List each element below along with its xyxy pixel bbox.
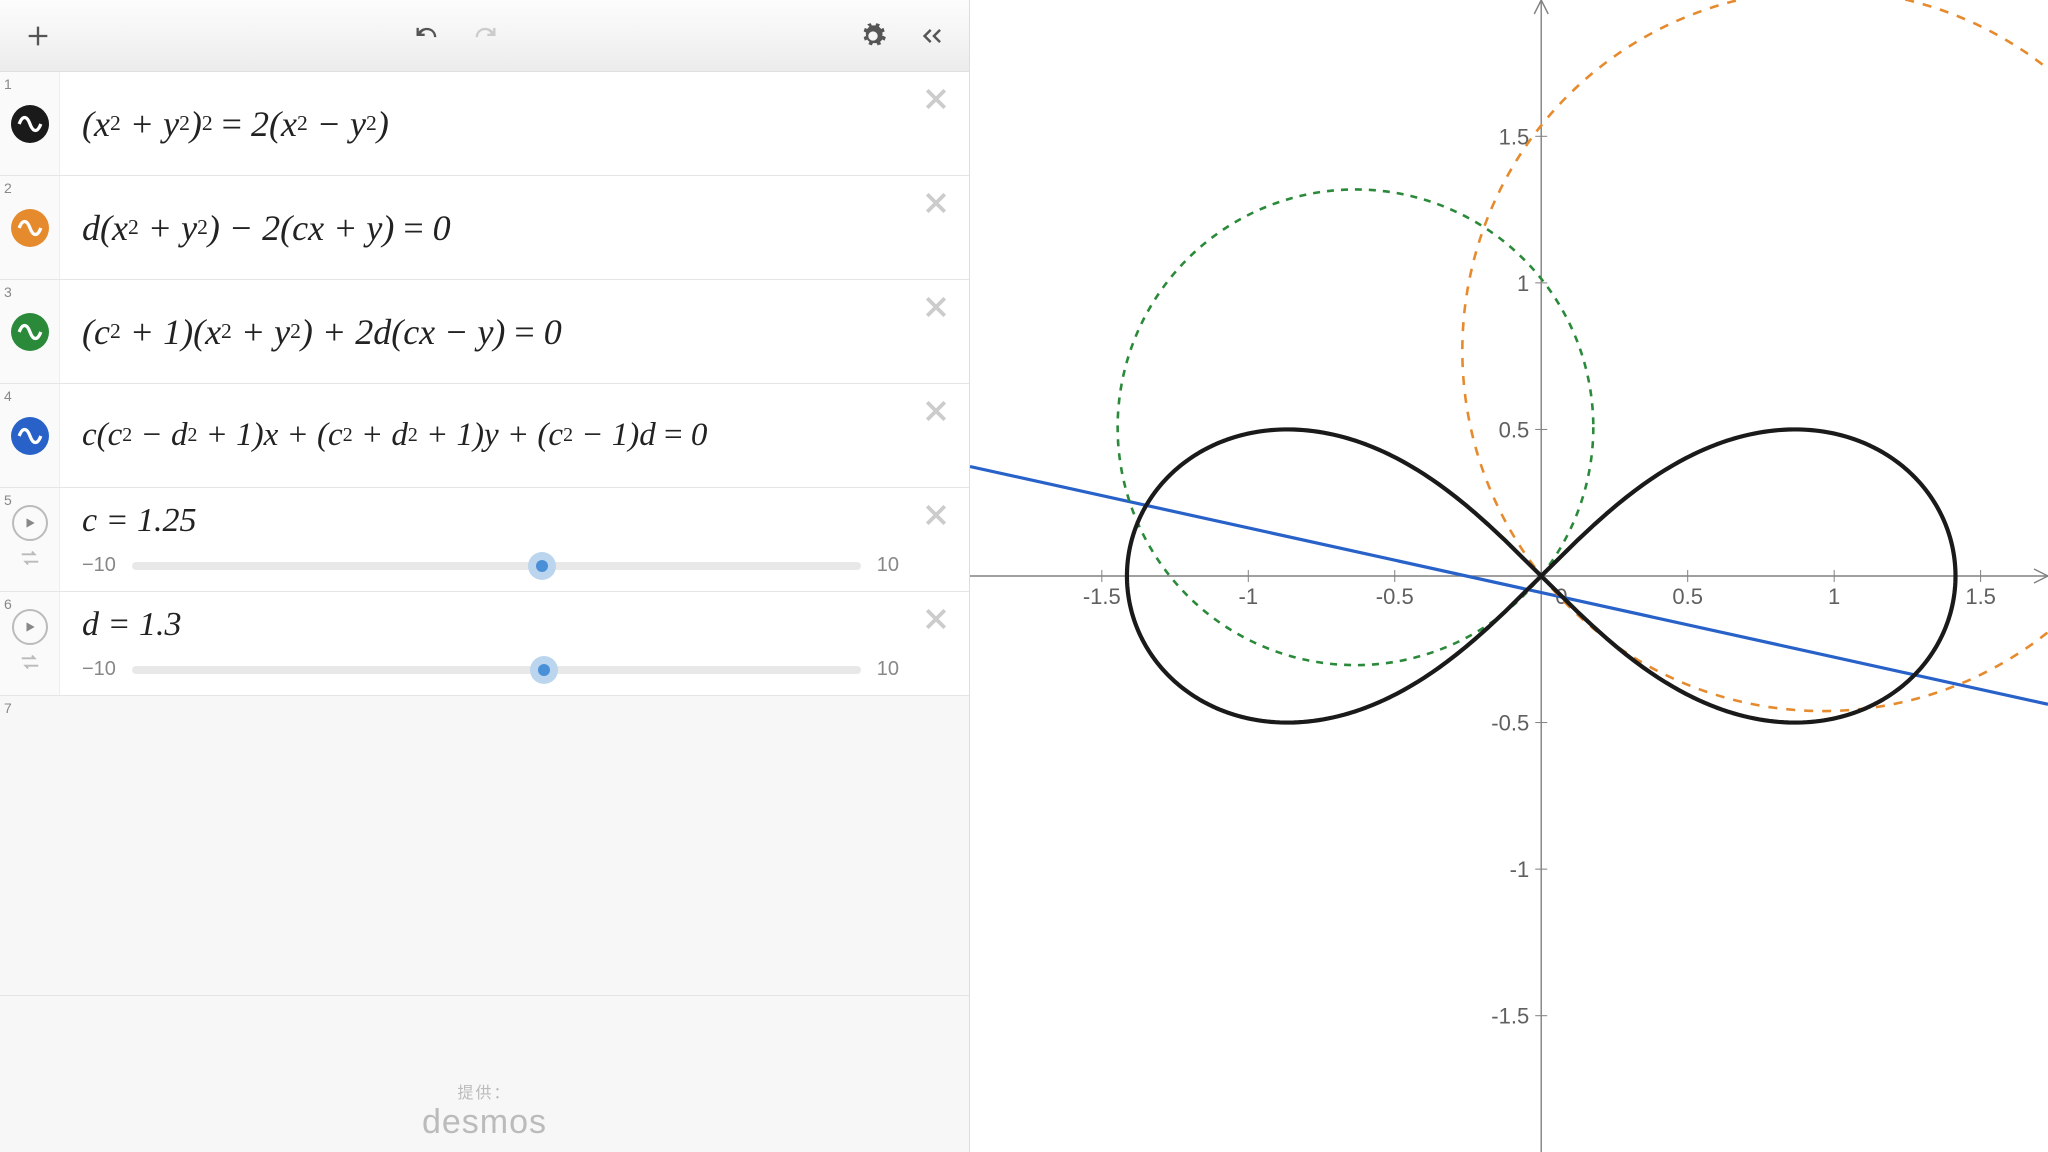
curve-color-token[interactable] (11, 417, 49, 455)
loop-icon (19, 547, 41, 569)
collapse-panel-button[interactable] (911, 16, 951, 56)
svg-text:-0.5: -0.5 (1491, 711, 1529, 736)
row-index: 4 (4, 388, 12, 404)
plus-icon (24, 22, 52, 50)
expression-row[interactable]: 4 c(c2 − d2 + 1)x + (c2 + d2 + 1)y + (c2… (0, 384, 969, 488)
wave-icon (17, 111, 43, 137)
row-index: 6 (4, 596, 12, 612)
close-icon (921, 188, 951, 218)
slider-value-label[interactable]: d = 1.3 (82, 606, 899, 644)
wave-icon (17, 215, 43, 241)
empty-expression-row[interactable]: 7 (0, 696, 969, 996)
slider-thumb[interactable] (528, 552, 556, 580)
slider-track[interactable] (132, 666, 861, 674)
slider-max-label[interactable]: 10 (877, 554, 899, 577)
slider-value-label[interactable]: c = 1.25 (82, 502, 899, 540)
svg-text:1.5: 1.5 (1499, 124, 1530, 149)
delete-row-button[interactable] (921, 292, 951, 327)
footer-provider-text: 提供： (0, 1079, 969, 1103)
expression-row[interactable]: 2 d(x2 + y2) − 2(cx + y) = 0 (0, 176, 969, 280)
row-index: 2 (4, 180, 12, 196)
panel-footer: 提供： desmos (0, 1079, 969, 1142)
undo-button[interactable] (407, 16, 447, 56)
graph-svg: -1.5-1-0.50.511.5-1.5-1-0.50.511.520 (970, 0, 2048, 1152)
slider-mode-button[interactable] (19, 651, 41, 678)
delete-row-button[interactable] (921, 604, 951, 639)
settings-button[interactable] (853, 16, 893, 56)
curve-color-token[interactable] (11, 209, 49, 247)
expression-row[interactable]: 1 (x2 + y2)2 = 2(x2 − y2) (0, 72, 969, 176)
row-index: 3 (4, 284, 12, 300)
svg-text:1.5: 1.5 (1965, 584, 1996, 609)
desmos-logo: desmos (0, 1103, 969, 1142)
row-gutter (0, 696, 60, 995)
curve-color-token[interactable] (11, 313, 49, 351)
slider-body: d = 1.3 −10 10 (60, 592, 969, 695)
svg-text:1: 1 (1517, 271, 1529, 296)
delete-row-button[interactable] (921, 188, 951, 223)
play-icon (23, 516, 37, 530)
svg-text:-0.5: -0.5 (1376, 584, 1414, 609)
play-icon (23, 620, 37, 634)
svg-text:0.5: 0.5 (1672, 584, 1703, 609)
svg-text:-1: -1 (1239, 584, 1259, 609)
redo-button[interactable] (465, 16, 505, 56)
slider-track[interactable] (132, 562, 861, 570)
close-icon (921, 604, 951, 634)
gear-icon (859, 22, 887, 50)
svg-text:2: 2 (1517, 0, 1529, 3)
expression-content[interactable]: c(c2 − d2 + 1)x + (c2 + d2 + 1)y + (c2 −… (60, 384, 969, 487)
expression-content[interactable]: (x2 + y2)2 = 2(x2 − y2) (60, 72, 969, 175)
slider-min-label[interactable]: −10 (82, 658, 116, 681)
loop-icon (19, 651, 41, 673)
slider-mode-button[interactable] (19, 547, 41, 574)
redo-icon (471, 22, 499, 50)
expression-content[interactable]: (c2 + 1)(x2 + y2) + 2d(cx − y) = 0 (60, 280, 969, 383)
panel-toolbar (0, 0, 969, 72)
delete-row-button[interactable] (921, 84, 951, 119)
row-index: 5 (4, 492, 12, 508)
expression-row[interactable]: 3 (c2 + 1)(x2 + y2) + 2d(cx − y) = 0 (0, 280, 969, 384)
slider-row[interactable]: 5 c = 1.25 −10 10 (0, 488, 969, 592)
delete-row-button[interactable] (921, 500, 951, 535)
wave-icon (17, 319, 43, 345)
play-slider-button[interactable] (12, 609, 48, 645)
chevron-double-left-icon (917, 22, 945, 50)
row-index: 7 (4, 700, 12, 716)
close-icon (921, 84, 951, 114)
close-icon (921, 292, 951, 322)
slider-max-label[interactable]: 10 (877, 658, 899, 681)
close-icon (921, 500, 951, 530)
expression-content[interactable]: d(x2 + y2) − 2(cx + y) = 0 (60, 176, 969, 279)
wave-icon (17, 423, 43, 449)
expression-list: 1 (x2 + y2)2 = 2(x2 − y2) 2 (0, 72, 969, 1152)
svg-text:-1.5: -1.5 (1491, 1004, 1529, 1029)
slider-thumb[interactable] (530, 656, 558, 684)
play-slider-button[interactable] (12, 505, 48, 541)
slider-control: −10 10 (82, 658, 899, 681)
add-expression-button[interactable] (18, 16, 58, 56)
curve-color-token[interactable] (11, 105, 49, 143)
svg-text:0.5: 0.5 (1499, 417, 1530, 442)
svg-text:-1: -1 (1510, 857, 1530, 882)
slider-control: −10 10 (82, 554, 899, 577)
app-root: 1 (x2 + y2)2 = 2(x2 − y2) 2 (0, 0, 2048, 1152)
graph-area[interactable]: -1.5-1-0.50.511.5-1.5-1-0.50.511.520 (970, 0, 2048, 1152)
slider-body: c = 1.25 −10 10 (60, 488, 969, 591)
svg-text:-1.5: -1.5 (1083, 584, 1121, 609)
slider-min-label[interactable]: −10 (82, 554, 116, 577)
row-index: 1 (4, 76, 12, 92)
expression-panel: 1 (x2 + y2)2 = 2(x2 − y2) 2 (0, 0, 970, 1152)
svg-text:1: 1 (1828, 584, 1840, 609)
delete-row-button[interactable] (921, 396, 951, 431)
undo-icon (413, 22, 441, 50)
slider-row[interactable]: 6 d = 1.3 −10 10 (0, 592, 969, 696)
close-icon (921, 396, 951, 426)
